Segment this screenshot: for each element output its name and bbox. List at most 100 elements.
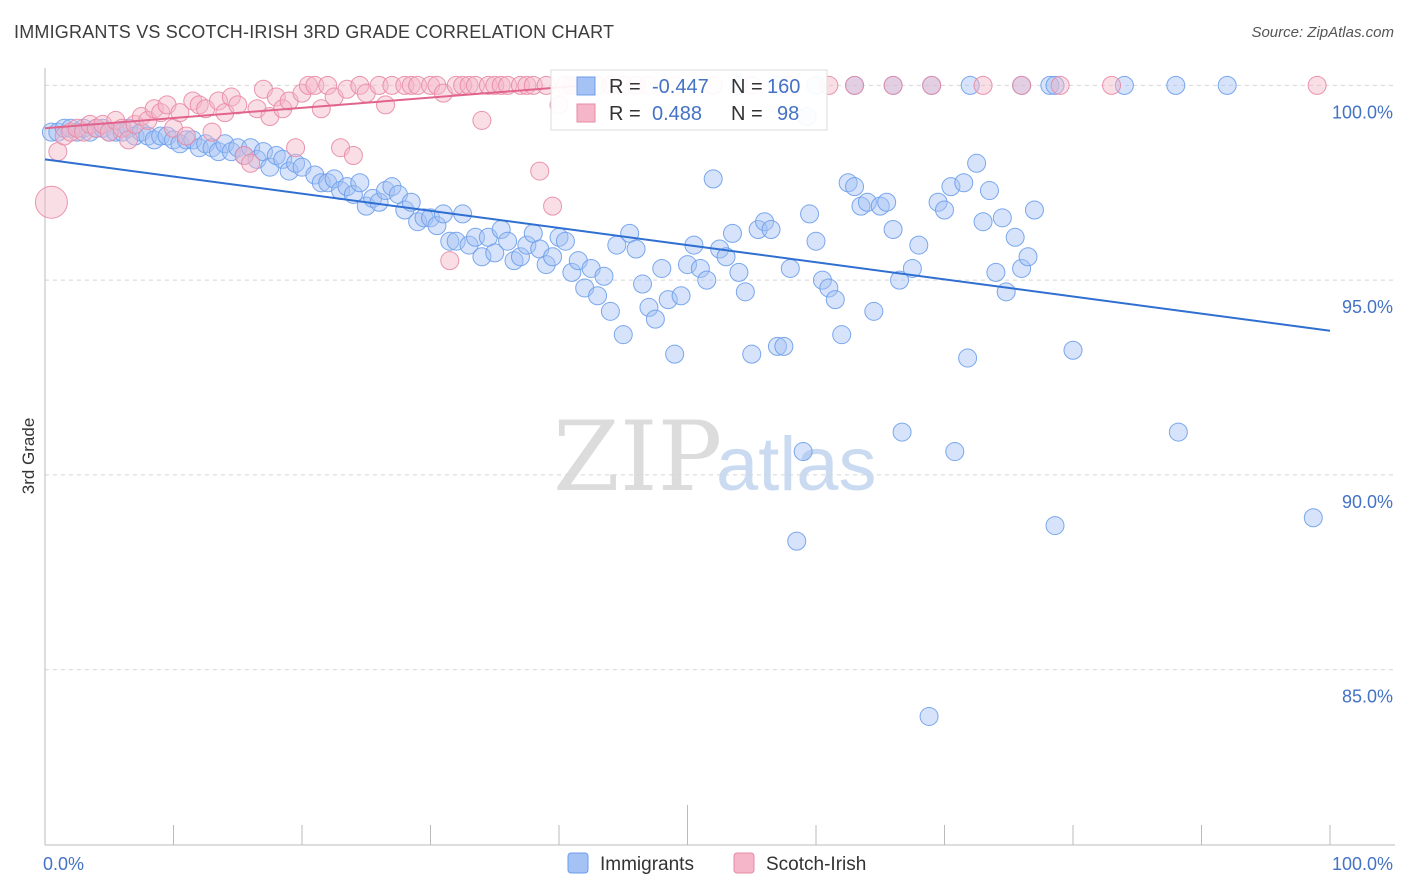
immigrants-point [510,247,530,267]
immigrants-point [594,266,614,286]
immigrants-point [273,149,293,169]
immigrants-point [440,231,460,251]
legend-swatch-immigrants [567,852,589,874]
x-tick-label: 0.0% [43,854,84,874]
scotch-irish-point [112,118,132,138]
watermark-zip: ZIP [553,401,722,513]
immigrants-point [986,262,1006,282]
bottom-legend: Immigrants Scotch-Irish [567,852,866,875]
immigrants-point [311,173,331,193]
legend-label-scotch-irish: Scotch-Irish [766,854,866,875]
immigrants-point [633,274,653,294]
legend-swatch-scotch-irish [733,852,755,874]
immigrants-point [919,706,939,726]
immigrants-point [472,247,492,267]
x-tick-labels: 0.0% 100.0% [43,854,1393,874]
stats-r-value-1: -0.447 [652,76,709,98]
scotch-irish-point [311,99,331,119]
scotch-irish-point [472,110,492,130]
immigrants-point [902,258,922,278]
watermark-atlas: atlas [716,422,877,507]
scotch-irish-point [491,75,511,95]
immigrants-point [697,270,717,290]
scotch-irish-point [286,138,306,158]
immigrants-point [639,297,659,317]
immigrants-point [446,231,466,251]
scotch-irish-point [1307,75,1327,95]
stats-r-label-2: R = [609,103,641,125]
immigrants-point [1217,75,1237,95]
immigrants-point [892,422,912,442]
immigrants-point [774,336,794,356]
immigrants-point [742,344,762,364]
y-tick-label: 90.0% [1342,492,1393,512]
immigrants-point [780,258,800,278]
scotch-irish-point [34,185,68,219]
immigrants-point [819,278,839,298]
immigrants-point [1303,508,1323,528]
y-tick-labels: 85.0% 90.0% 95.0% 100.0% [1332,102,1393,706]
immigrants-point [909,235,929,255]
stats-n-value-2: 98 [777,103,799,125]
scotch-irish-point [176,126,196,146]
immigrants-point [1168,422,1188,442]
immigrants-point [241,138,261,158]
stats-swatch-scotch-irish [576,103,596,123]
immigrants-point [498,231,518,251]
immigrants-point [543,247,563,267]
stats-r-value-2: 0.488 [652,103,702,125]
immigrants-point [877,192,897,212]
y-tick-label: 95.0% [1342,297,1393,317]
immigrants-point [421,208,440,228]
immigrants-point [996,282,1016,302]
immigrants-point [1024,200,1044,220]
scotch-irish-point [543,196,563,216]
immigrants-point [215,134,235,154]
immigrants-point [967,153,987,173]
immigrants-point [954,173,974,193]
scotch-irish-point [845,75,865,95]
immigrants-point [812,270,832,290]
y-tick-label: 85.0% [1342,687,1393,707]
immigrants-point [928,192,948,212]
immigrants-point [555,231,575,251]
immigrants-point [652,258,672,278]
axes [44,68,1395,846]
immigrants-point [1018,247,1038,267]
stats-swatch-immigrants [576,76,596,96]
immigrants-point [761,220,781,240]
legend-label-immigrants: Immigrants [600,854,694,875]
scotch-irish-point [266,87,286,107]
y-tick-label: 100.0% [1332,102,1393,122]
scotch-irish-point [234,145,254,165]
scotch-irish-point [74,122,94,142]
immigrants-point [459,235,479,255]
trend-line-immigrants [44,158,1331,332]
immigrants-point [979,181,999,201]
scotch-irish-point [883,75,903,95]
immigrants-point [671,286,691,306]
scotch-irish-point [298,75,318,95]
immigrants-point [658,290,678,310]
immigrants-point [735,282,755,302]
immigrants-point [890,270,910,290]
immigrants-point [716,247,736,267]
immigrants-point [279,161,299,181]
scotch-irish-point [401,75,421,95]
immigrants-point [588,286,608,306]
scotch-irish-point [202,122,222,142]
scotch-irish-point [241,153,261,173]
scotch-irish-point [1102,75,1122,95]
immigrants-point [427,216,447,236]
stats-n-label-2: N = [731,103,763,125]
immigrants-point [1045,516,1065,536]
stats-legend-box [550,69,828,131]
scotch-irish-point [106,110,126,130]
immigrants-point [992,208,1012,228]
trend-line-scotch-irish [44,84,585,130]
scotch-irish-point [922,75,942,95]
y-axis-title: 3rd Grade [19,418,38,495]
scotch-irish-point [376,95,396,115]
immigrants-point [1040,75,1060,95]
